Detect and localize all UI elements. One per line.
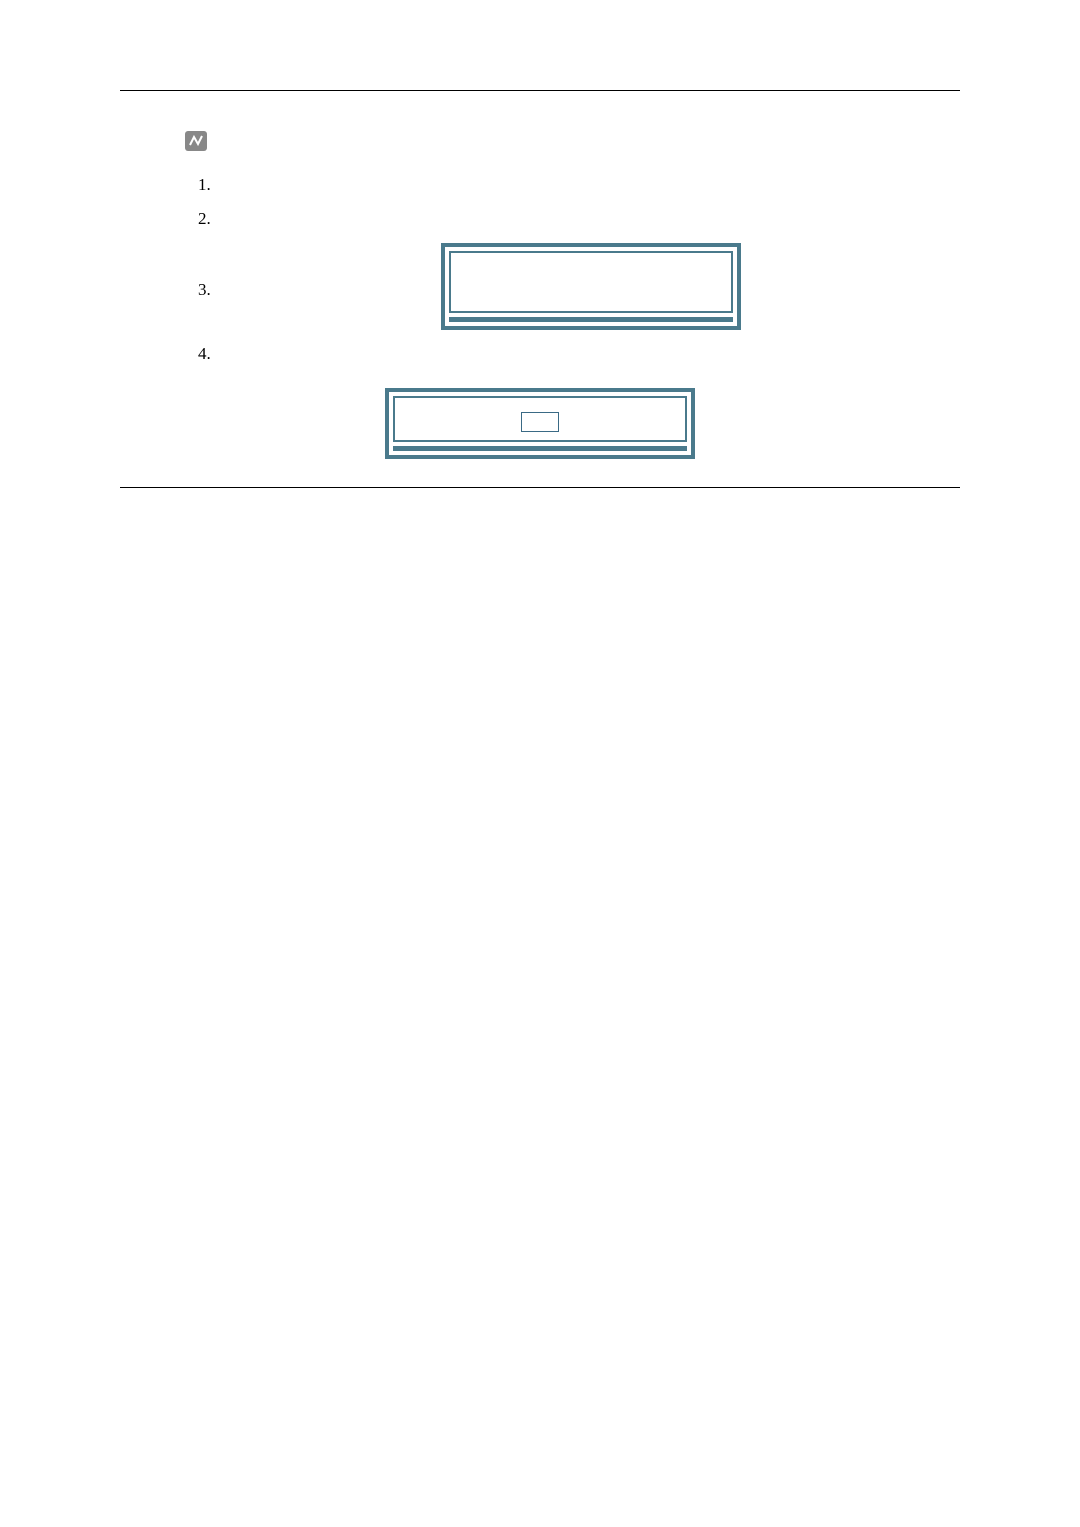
square-red — [553, 275, 575, 295]
step-4 — [215, 344, 960, 364]
top-rule — [120, 90, 960, 91]
optimum-box — [385, 388, 695, 459]
square-green — [580, 275, 602, 295]
optimum-footer — [393, 446, 687, 451]
note-row — [185, 131, 960, 151]
color-squares — [457, 275, 725, 295]
signal-cable-inner — [449, 251, 733, 313]
qmark-box — [521, 412, 559, 432]
step-3 — [215, 243, 960, 330]
signal-cable-box — [441, 243, 741, 330]
step-2 — [215, 209, 960, 229]
steps-list — [185, 175, 960, 364]
optimum-inner — [393, 396, 687, 442]
step-1 — [215, 175, 960, 195]
note-icon — [185, 131, 207, 151]
bottom-rule — [120, 487, 960, 494]
signal-cable-footer — [449, 317, 733, 322]
square-blue — [607, 275, 629, 295]
